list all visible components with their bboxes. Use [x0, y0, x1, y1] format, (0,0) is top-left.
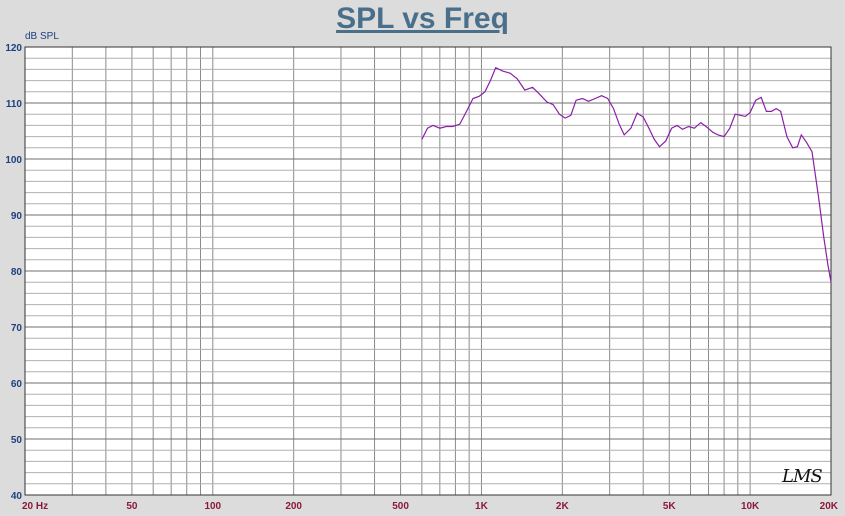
x-tick-labels: 20 Hz 50 100 200 500 1K 2K 5K 10K 20K: [22, 501, 839, 512]
y-tick-label: 70: [11, 323, 23, 334]
y-tick-label: 60: [11, 379, 23, 390]
x-tick-label: 5K: [663, 501, 677, 512]
y-tick-label: 80: [11, 267, 23, 278]
y-gridlines: [25, 57, 831, 485]
x-tick-label: 10K: [741, 501, 760, 512]
x-tick-label: 1K: [475, 501, 489, 512]
x-tick-label: 50: [126, 501, 138, 512]
y-tick-label: 50: [11, 435, 23, 446]
y-tick-label: 100: [5, 155, 22, 166]
lms-logo: LMS: [782, 466, 823, 487]
spl-series-line: [421, 66, 832, 283]
chart-title: SPL vs Freq: [336, 2, 509, 35]
y-axis-label: dB SPL: [25, 31, 59, 42]
x-tick-label: 200: [285, 501, 302, 512]
y-tick-label: 120: [5, 43, 22, 54]
x-tick-label: 500: [392, 501, 409, 512]
x-tick-label: 100: [204, 501, 221, 512]
y-tick-label: 110: [6, 99, 23, 110]
plot-border: [24, 46, 832, 496]
x-tick-label: 20 Hz: [22, 501, 48, 512]
x-tick-label: 20K: [820, 501, 839, 512]
y-tick-labels: 40 50 60 70 80 90 100 110 120: [5, 43, 22, 502]
y-tick-label: 40: [11, 491, 23, 502]
x-tick-label: 2K: [556, 501, 570, 512]
y-tick-label: 90: [11, 211, 23, 222]
